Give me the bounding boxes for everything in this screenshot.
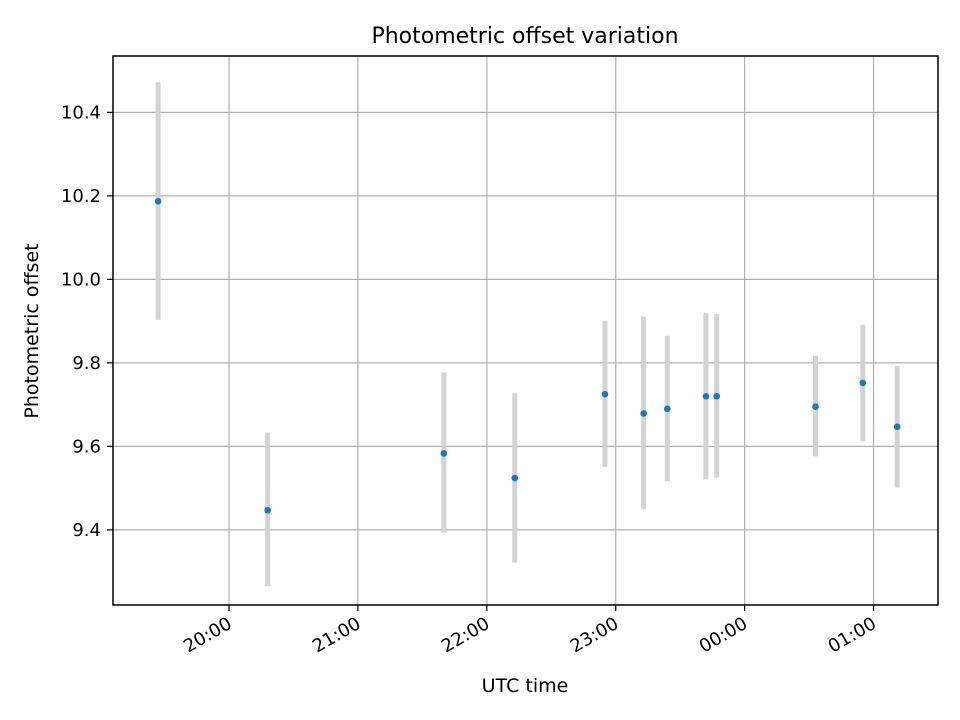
y-tick-label: 10.0 bbox=[61, 269, 101, 290]
x-axis-label: UTC time bbox=[482, 675, 569, 697]
data-point bbox=[511, 474, 519, 482]
data-point bbox=[702, 392, 710, 400]
plot-frame bbox=[112, 55, 939, 606]
data-point bbox=[640, 410, 647, 417]
data-point bbox=[264, 506, 271, 514]
data-point bbox=[859, 379, 867, 387]
data-point bbox=[601, 390, 609, 398]
data-point bbox=[713, 392, 721, 400]
gridlines bbox=[113, 56, 938, 605]
data-point bbox=[440, 450, 448, 457]
chart-title: Photometric offset variation bbox=[371, 24, 678, 49]
y-axis: 9.4 9.6 9.8 10.0 10.2 10.4 bbox=[61, 102, 113, 541]
data-points bbox=[154, 197, 901, 514]
y-tick-label: 9.6 bbox=[72, 436, 101, 457]
data-point bbox=[154, 197, 162, 205]
y-tick-label: 9.4 bbox=[72, 520, 101, 541]
y-tick-label: 9.8 bbox=[72, 353, 101, 374]
data-point bbox=[812, 403, 819, 410]
y-tick-label: 10.4 bbox=[61, 102, 101, 123]
y-axis-label: Photometric offset bbox=[21, 243, 43, 418]
data-point bbox=[663, 405, 671, 413]
y-tick-label: 10.2 bbox=[61, 186, 101, 207]
data-point bbox=[893, 423, 901, 431]
